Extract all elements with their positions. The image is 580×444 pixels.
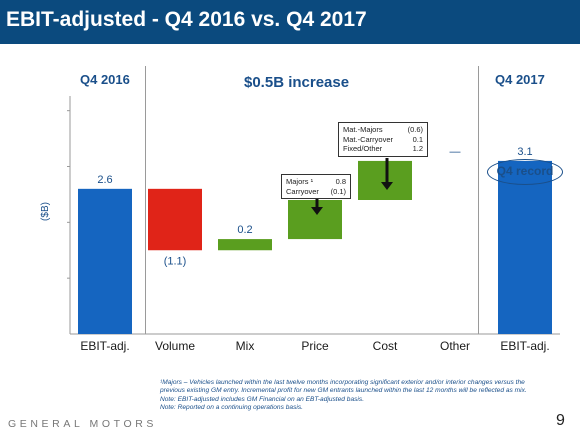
cost-callout-row: Mat.-Carryover 0.1 (343, 135, 423, 145)
price-arrow-head (311, 207, 323, 215)
header-bar: EBIT-adjusted - Q4 2016 vs. Q4 2017 (0, 0, 580, 44)
data-label: — (450, 146, 461, 158)
increase-label: $0.5B increase (244, 74, 350, 91)
bar (288, 200, 342, 240)
price-callout: Majors ¹ 0.8 Carryover (0.1) (281, 174, 351, 199)
callout-value: 0.1 (412, 134, 423, 144)
category-label: Price (301, 339, 329, 353)
cost-callout-row: Mat.-Majors (0.6) (343, 125, 423, 135)
callout-label: Carryover (286, 186, 319, 196)
left-panel-label: Q4 2016 (80, 72, 130, 87)
data-label: 2.6 (97, 174, 112, 186)
footnote: ¹Majors – Vehicles launched within the l… (160, 379, 540, 412)
callout-value: 0.8 (335, 177, 346, 186)
bar (148, 188, 202, 251)
category-label: Cost (373, 339, 398, 353)
category-label: EBIT-adj. (80, 339, 129, 353)
data-label: 3.1 (517, 146, 532, 158)
cost-callout: Mat.-Majors (0.6) Mat.-Carryover 0.1 Fix… (338, 122, 428, 157)
footnote-line: Note: EBIT-adjusted includes GM Financia… (160, 395, 365, 403)
callout-label: Majors ¹ (286, 177, 314, 186)
callout-label: Fixed/Other (343, 144, 383, 153)
bar (78, 188, 132, 334)
bar (498, 160, 552, 334)
brand-wordmark: GENERAL MOTORS (8, 418, 158, 430)
data-label: (1.1) (164, 255, 187, 267)
category-label: EBIT-adj. (500, 339, 549, 353)
category-label: Mix (236, 339, 255, 353)
cost-arrow-head (381, 182, 393, 190)
q4-record-badge: Q4 record (487, 159, 563, 185)
callout-value: (0.6) (407, 125, 423, 134)
callout-value: 1.2 (412, 144, 423, 153)
price-callout-row: Carryover (0.1) (286, 187, 346, 197)
page-number: 9 (556, 412, 565, 429)
category-label: Volume (155, 339, 195, 353)
left-divider (145, 66, 146, 334)
right-panel-label: Q4 2017 (495, 72, 545, 87)
bar (218, 239, 272, 251)
callout-label: Mat.-Carryover (343, 134, 394, 144)
footnote-line: Note: Reported on a continuing operation… (160, 403, 303, 411)
price-callout-row: Majors ¹ 0.8 (286, 177, 346, 187)
data-label: 0.2 (237, 224, 252, 236)
category-label: Other (440, 339, 470, 353)
footnote-line: ¹Majors – Vehicles launched within the l… (160, 379, 527, 395)
cost-callout-row: Fixed/Other 1.2 (343, 144, 423, 154)
callout-label: Mat.-Majors (343, 125, 383, 134)
page-title: EBIT-adjusted - Q4 2016 vs. Q4 2017 (6, 8, 367, 31)
bar (358, 160, 412, 200)
right-divider (478, 66, 479, 334)
callout-value: (0.1) (330, 186, 346, 196)
